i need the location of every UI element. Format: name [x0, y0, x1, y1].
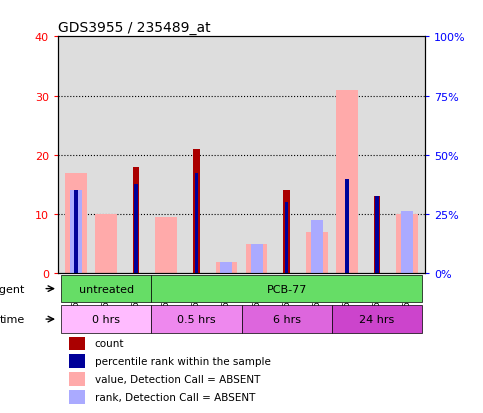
- Text: GDS3955 / 235489_at: GDS3955 / 235489_at: [58, 21, 211, 35]
- Bar: [133, 167, 140, 274]
- Text: PCB-77: PCB-77: [267, 284, 307, 294]
- Text: agent: agent: [0, 284, 25, 294]
- Text: count: count: [95, 339, 124, 349]
- Bar: [65, 173, 87, 274]
- Bar: [95, 215, 117, 274]
- Text: untreated: untreated: [79, 284, 134, 294]
- Text: percentile rank within the sample: percentile rank within the sample: [95, 356, 270, 366]
- Bar: [70, 191, 82, 274]
- Text: 6 hrs: 6 hrs: [272, 314, 300, 324]
- Text: time: time: [0, 314, 25, 324]
- Bar: [396, 215, 418, 274]
- Bar: [69, 337, 85, 350]
- Bar: [336, 90, 357, 274]
- Bar: [246, 244, 268, 274]
- Bar: [156, 218, 177, 274]
- Bar: [61, 306, 151, 333]
- Bar: [74, 191, 78, 274]
- Text: rank, Detection Call = ABSENT: rank, Detection Call = ABSENT: [95, 392, 255, 402]
- Bar: [306, 232, 327, 274]
- Bar: [69, 390, 85, 404]
- Bar: [285, 203, 288, 274]
- Bar: [69, 355, 85, 368]
- Bar: [220, 262, 232, 274]
- Bar: [61, 275, 151, 303]
- Bar: [215, 262, 237, 274]
- Bar: [193, 150, 199, 274]
- Bar: [251, 244, 263, 274]
- Text: 0 hrs: 0 hrs: [92, 314, 120, 324]
- Text: 24 hrs: 24 hrs: [359, 314, 395, 324]
- Bar: [242, 306, 332, 333]
- Bar: [375, 197, 379, 274]
- Bar: [373, 197, 380, 274]
- Bar: [284, 191, 290, 274]
- Bar: [151, 306, 242, 333]
- Text: value, Detection Call = ABSENT: value, Detection Call = ABSENT: [95, 374, 260, 384]
- Bar: [401, 211, 413, 274]
- Bar: [195, 173, 198, 274]
- Bar: [69, 373, 85, 386]
- Bar: [134, 185, 138, 274]
- Bar: [332, 306, 422, 333]
- Bar: [345, 179, 349, 274]
- Bar: [311, 221, 323, 274]
- Text: 0.5 hrs: 0.5 hrs: [177, 314, 216, 324]
- Bar: [151, 275, 422, 303]
